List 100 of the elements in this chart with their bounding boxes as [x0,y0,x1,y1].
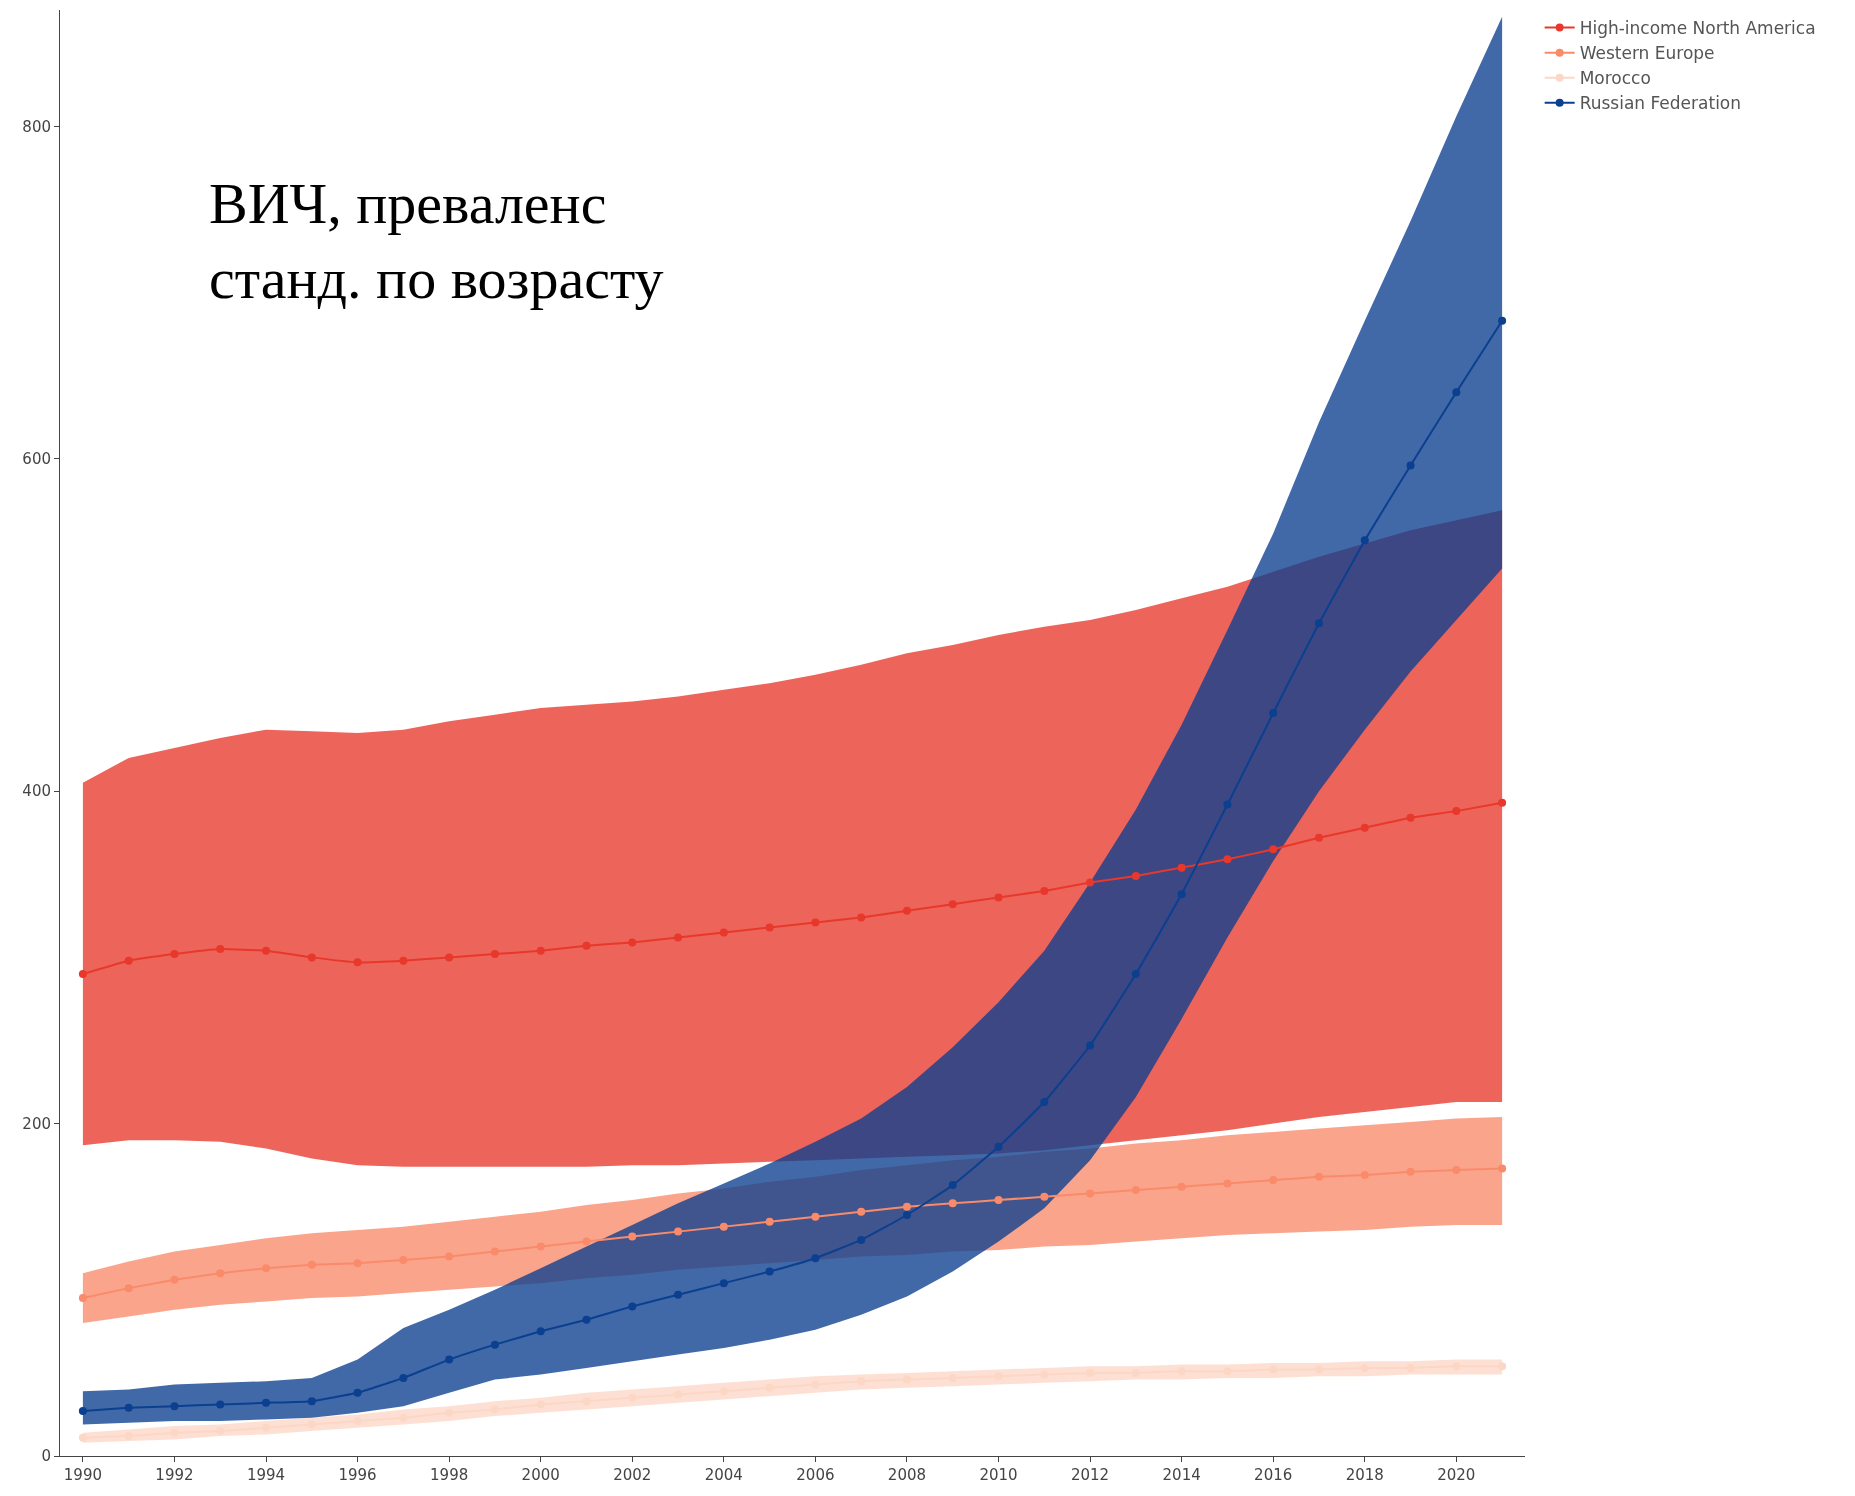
point [1452,388,1461,397]
point [1223,800,1232,809]
x-tick-label: 2006 [796,1466,835,1484]
y-tick-label: 0 [41,1447,51,1466]
point [1452,807,1461,816]
point [1223,1179,1232,1188]
point [765,1267,774,1276]
x-tick-label: 2004 [704,1466,743,1484]
x-tick-label: 2000 [521,1466,560,1484]
point [1314,619,1323,628]
point [857,913,866,922]
x-tick-label: 2020 [1437,1466,1476,1484]
point [216,1400,225,1409]
point [582,941,591,950]
point [490,950,499,959]
point [399,956,408,965]
point [1498,1164,1507,1173]
point [170,1428,179,1437]
point [948,1373,957,1382]
point [628,1232,637,1241]
point [948,900,957,909]
point [262,946,271,955]
point [445,953,454,962]
point [399,1373,408,1382]
point [490,1247,499,1256]
point [902,1202,911,1211]
point [1498,1362,1507,1371]
point [536,1400,545,1409]
point [948,1181,957,1190]
point [1177,1182,1186,1191]
point [353,1417,362,1426]
x-tick-label: 1992 [155,1466,194,1484]
x-tick-label: 2008 [887,1466,927,1484]
point [490,1405,499,1414]
legend-label: Russian Federation [1579,93,1742,114]
point [170,1275,179,1284]
point [902,906,911,915]
point [1360,1363,1369,1372]
x-tick-label: 1990 [63,1466,102,1484]
point [353,958,362,967]
point [78,1407,87,1416]
point [536,1327,545,1336]
point [1269,845,1278,854]
point [811,1212,820,1221]
point [765,923,774,932]
point [124,1284,133,1293]
point [765,1217,774,1226]
point [1498,798,1507,807]
point [1452,1166,1461,1175]
point [216,1269,225,1278]
point [1406,1167,1415,1176]
point [994,1196,1003,1205]
legend-label: Morocco [1579,68,1651,89]
point [1086,878,1095,887]
point [857,1207,866,1216]
point [445,1408,454,1417]
point [811,1254,820,1263]
point [445,1355,454,1364]
point [674,933,683,942]
x-tick-label: 2012 [1070,1466,1110,1484]
point [1406,813,1415,822]
point [994,893,1003,902]
point [811,918,820,927]
point [262,1264,271,1273]
point [719,928,728,937]
point [490,1340,499,1349]
y-tick-label: 800 [22,117,51,136]
point [1360,823,1369,832]
point [1040,886,1049,895]
point [307,1420,316,1429]
point [262,1423,271,1432]
point [1269,709,1278,718]
x-tick-label: 1994 [246,1466,286,1484]
point [170,950,179,959]
point [353,1388,362,1397]
point [124,956,133,965]
point [674,1290,683,1299]
point [353,1259,362,1268]
y-tick-label: 400 [22,782,51,801]
point [1040,1192,1049,1201]
point [857,1235,866,1244]
point [124,1432,133,1441]
point [399,1255,408,1264]
point [582,1237,591,1246]
point [1131,970,1140,978]
point [307,1397,316,1406]
x-tick-label: 2016 [1254,1466,1293,1484]
annotation: ВИЧ, преваленс станд. по возрасту [209,171,664,312]
legend-label: High-income North America [1579,18,1816,39]
point [536,946,545,955]
point [719,1222,728,1231]
point [902,1211,911,1219]
point [78,1294,87,1303]
point [628,1302,637,1311]
point [1314,833,1323,842]
point [170,1402,179,1411]
point [1223,855,1232,864]
point [1086,1368,1095,1377]
point [216,1427,225,1436]
point [78,970,87,978]
